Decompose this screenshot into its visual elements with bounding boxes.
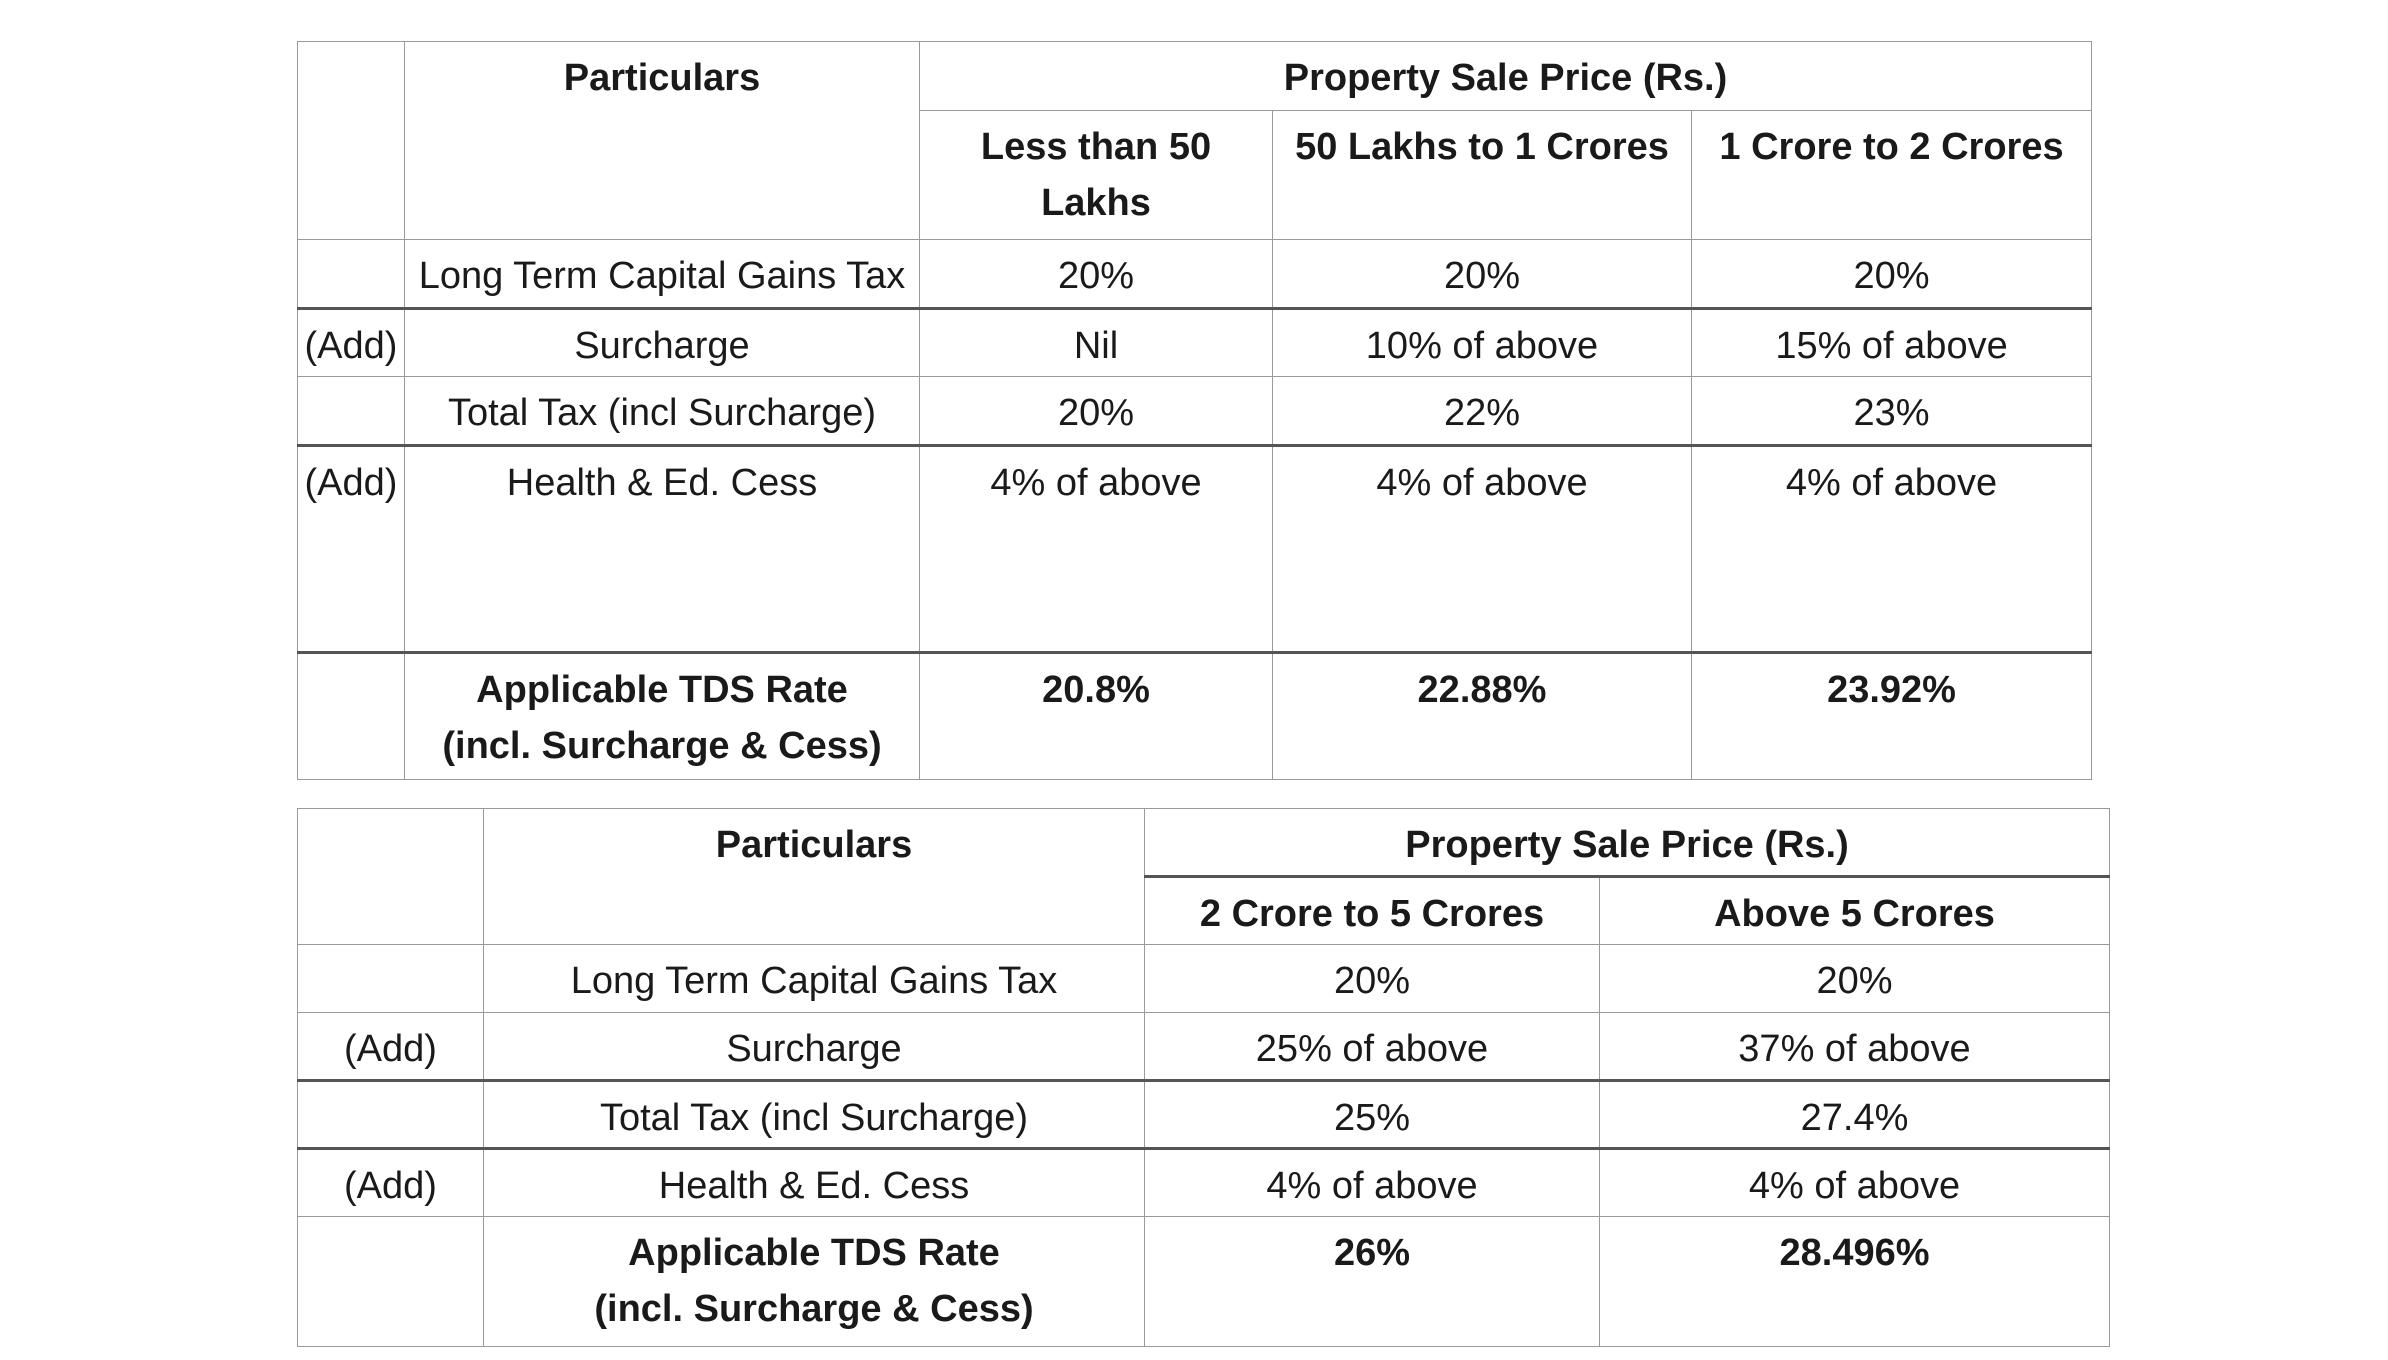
result-label: Applicable TDS Rate (incl. Surcharge & C… (404, 651, 920, 780)
column-header: Above 5 Crores (1598, 875, 2111, 945)
row-value: 10% of above (1272, 307, 1692, 377)
row-prefix (297, 651, 405, 780)
particulars-header: Particulars (483, 808, 1145, 945)
row-value: 20% (919, 239, 1273, 309)
tds-table-upto-2-crores: Particulars Property Sale Price (Rs.) Le… (297, 41, 2093, 780)
row-label: Health & Ed. Cess (404, 444, 920, 653)
table-row: (Add) Surcharge 25% of above 37% of abov… (297, 1012, 2111, 1081)
prefix-header-cell (297, 808, 484, 945)
column-header: 1 Crore to 2 Crores (1690, 110, 2093, 240)
row-value: 27.4% (1598, 1079, 2111, 1149)
table-row: (Add) Surcharge Nil 10% of above 15% of … (297, 307, 2093, 377)
result-value: 28.496% (1598, 1216, 2111, 1347)
row-prefix (297, 1216, 484, 1347)
row-label: Long Term Capital Gains Tax (404, 239, 920, 309)
row-value: 22% (1272, 376, 1692, 446)
row-prefix (297, 1079, 484, 1149)
result-value: 22.88% (1272, 651, 1692, 780)
row-prefix (297, 239, 405, 309)
row-label: Total Tax (incl Surcharge) (404, 376, 920, 446)
row-value: 20% (1690, 239, 2093, 309)
result-label-line-1: Applicable TDS Rate (628, 1232, 1000, 1274)
row-prefix: (Add) (297, 1147, 484, 1217)
row-value: 20% (1144, 944, 1600, 1013)
row-value: 4% of above (919, 444, 1273, 653)
row-prefix (297, 944, 484, 1013)
result-label: Applicable TDS Rate (incl. Surcharge & C… (483, 1216, 1145, 1347)
particulars-header: Particulars (404, 41, 920, 240)
tds-table-above-2-crores: Particulars Property Sale Price (Rs.) 2 … (297, 808, 2111, 1347)
table-row: (Add) Health & Ed. Cess 4% of above 4% o… (297, 1147, 2111, 1217)
row-label: Health & Ed. Cess (483, 1147, 1145, 1217)
result-row: Applicable TDS Rate (incl. Surcharge & C… (297, 1216, 2111, 1347)
result-label-line-1: Applicable TDS Rate (476, 669, 848, 711)
row-value: 4% of above (1598, 1147, 2111, 1217)
column-header: 2 Crore to 5 Crores (1144, 875, 1600, 945)
column-header: Less than 50 Lakhs (919, 110, 1273, 240)
table-row: Long Term Capital Gains Tax 20% 20% 20% (297, 239, 2093, 309)
row-value: 37% of above (1598, 1012, 2111, 1081)
price-header: Property Sale Price (Rs.) (918, 41, 2093, 111)
row-value: 25% (1144, 1079, 1600, 1149)
row-value: 20% (919, 376, 1273, 446)
table-row: Long Term Capital Gains Tax 20% 20% (297, 944, 2111, 1013)
row-value: 4% of above (1690, 444, 2093, 653)
result-label-line-2: (incl. Surcharge & Cess) (442, 725, 882, 767)
row-prefix: (Add) (297, 444, 405, 653)
header-row: Particulars Property Sale Price (Rs.) (297, 808, 2111, 945)
row-value: 4% of above (1272, 444, 1692, 653)
row-value: 4% of above (1144, 1147, 1600, 1217)
row-label: Surcharge (483, 1012, 1145, 1081)
column-header-row: Less than 50 Lakhs 50 Lakhs to 1 Crores … (298, 110, 2093, 240)
row-value: Nil (919, 307, 1273, 377)
result-label-line-2: (incl. Surcharge & Cess) (594, 1288, 1034, 1330)
header-row: Particulars Property Sale Price (Rs.) (297, 41, 2093, 240)
result-value: 23.92% (1690, 651, 2093, 780)
row-value: 15% of above (1690, 307, 2093, 377)
column-header-row: 2 Crore to 5 Crores Above 5 Crores (298, 875, 2111, 945)
row-value: 20% (1272, 239, 1692, 309)
result-value: 26% (1144, 1216, 1600, 1347)
result-value: 20.8% (919, 651, 1273, 780)
result-row: Applicable TDS Rate (incl. Surcharge & C… (297, 651, 2093, 780)
row-label: Surcharge (404, 307, 920, 377)
table-row: Total Tax (incl Surcharge) 20% 22% 23% (297, 376, 2093, 446)
prefix-header-cell (297, 41, 405, 240)
column-header: 50 Lakhs to 1 Crores (1272, 110, 1692, 240)
row-value: 25% of above (1144, 1012, 1600, 1081)
row-label: Total Tax (incl Surcharge) (483, 1079, 1145, 1149)
row-value: 23% (1690, 376, 2093, 446)
table-row: (Add) Health & Ed. Cess 4% of above 4% o… (297, 444, 2093, 653)
row-prefix: (Add) (297, 1012, 484, 1081)
row-prefix: (Add) (297, 307, 405, 377)
price-header: Property Sale Price (Rs.) (1143, 808, 2111, 877)
row-prefix (297, 376, 405, 446)
row-label: Long Term Capital Gains Tax (483, 944, 1145, 1013)
row-value: 20% (1598, 944, 2111, 1013)
table-row: Total Tax (incl Surcharge) 25% 27.4% (297, 1079, 2111, 1149)
